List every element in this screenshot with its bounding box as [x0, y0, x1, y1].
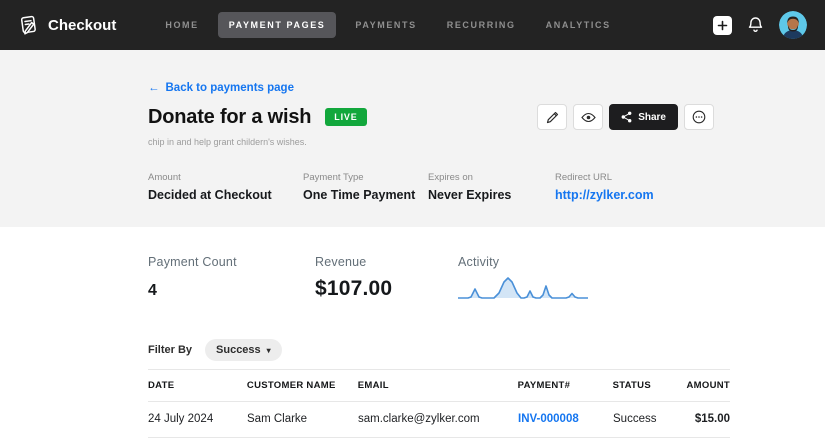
payment-count-value: 4 — [148, 282, 157, 299]
payment-count-label: Payment Count — [148, 255, 237, 269]
bell-icon[interactable] — [747, 16, 764, 34]
checkout-note-pen-icon — [18, 14, 40, 36]
detail-value-amount: Decided at Checkout — [148, 188, 272, 202]
revenue-value: $107.00 — [315, 277, 393, 300]
col-header-status: STATUS — [612, 380, 651, 391]
page-actions: Share — [537, 104, 730, 130]
redirect-url-link[interactable]: http://zylker.com — [555, 188, 654, 202]
nav-item-payments[interactable]: PAYMENTS — [355, 20, 417, 30]
cell-customer-name: Sam Clarke — [247, 413, 308, 425]
status-filter-dropdown[interactable]: Success ▾ — [205, 339, 282, 361]
nav-item-recurring[interactable]: RECURRING — [446, 20, 516, 30]
preview-button[interactable] — [573, 104, 604, 130]
filter-row: Filter By Success ▾ — [148, 339, 730, 361]
nav-item-home[interactable]: HOME — [165, 20, 199, 30]
nav-item-payment-pages[interactable]: PAYMENT PAGES — [217, 12, 337, 38]
detail-label-expires-on: Expires on — [428, 172, 473, 183]
back-arrow-icon: ← — [148, 82, 160, 94]
stats-row: Payment Count 4 Revenue $107.00 Activity — [148, 255, 730, 302]
table-header-row: DATE CUSTOMER NAME EMAIL PAYMENT# STATUS… — [148, 370, 730, 402]
share-nodes-icon — [621, 111, 632, 123]
circle-ellipsis-icon — [692, 110, 706, 124]
brand-label: Checkout — [48, 16, 117, 34]
col-header-email: EMAIL — [357, 380, 389, 391]
page-subtitle: chip in and help grant childern's wishes… — [148, 137, 307, 147]
cell-date: 24 July 2024 — [148, 413, 214, 425]
detail-value-expires-on: Never Expires — [428, 188, 512, 202]
status-badge: LIVE — [325, 108, 367, 126]
chevron-down-icon: ▾ — [266, 345, 271, 355]
detail-label-redirect-url: Redirect URL — [555, 172, 613, 183]
activity-sparkline-chart — [458, 277, 588, 299]
detail-label-amount: Amount — [148, 172, 181, 183]
col-header-date: DATE — [148, 380, 175, 391]
payments-table: DATE CUSTOMER NAME EMAIL PAYMENT# STATUS… — [148, 369, 730, 438]
pencil-icon — [546, 111, 559, 124]
cell-amount: $15.00 — [694, 413, 730, 425]
revenue-label: Revenue — [315, 255, 367, 269]
detail-value-payment-type: One Time Payment — [303, 188, 416, 202]
cell-status: Success — [613, 413, 657, 425]
back-to-payments-link[interactable]: ← Back to payments page — [148, 82, 294, 94]
page-details: Amount Decided at Checkout Payment Type … — [148, 172, 730, 202]
nav-right — [713, 11, 807, 39]
user-avatar[interactable] — [779, 11, 807, 39]
page-header-section: ← Back to payments page Donate for a wis… — [0, 50, 825, 227]
back-link-label: Back to payments page — [165, 82, 294, 94]
share-button[interactable]: Share — [609, 104, 678, 130]
edit-button[interactable] — [537, 104, 568, 130]
more-button[interactable] — [684, 104, 714, 130]
top-nav: Checkout HOME PAYMENT PAGES PAYMENTS REC… — [0, 0, 825, 50]
filter-by-label: Filter By — [148, 344, 193, 356]
cell-email: sam.clarke@zylker.com — [358, 413, 480, 425]
eye-icon — [580, 112, 596, 123]
col-header-payment-number: PAYMENT# — [517, 380, 571, 391]
col-header-amount: AMOUNT — [686, 380, 730, 391]
share-button-label: Share — [638, 111, 666, 123]
status-filter-value: Success — [216, 344, 261, 356]
nav-menu: HOME PAYMENT PAGES PAYMENTS RECURRING AN… — [154, 12, 621, 38]
page-body-section: Payment Count 4 Revenue $107.00 Activity… — [0, 227, 825, 438]
brand[interactable]: Checkout — [18, 14, 116, 36]
page-title: Donate for a wish — [148, 105, 312, 128]
detail-label-payment-type: Payment Type — [303, 172, 364, 183]
col-header-customer-name: CUSTOMER NAME — [246, 380, 336, 391]
nav-item-analytics[interactable]: ANALYTICS — [545, 20, 611, 30]
invoice-link[interactable]: INV-000008 — [518, 413, 579, 425]
plus-icon[interactable] — [713, 15, 732, 35]
table-row[interactable]: 24 July 2024 Sam Clarke sam.clarke@zylke… — [148, 402, 730, 438]
activity-label: Activity — [458, 255, 500, 269]
